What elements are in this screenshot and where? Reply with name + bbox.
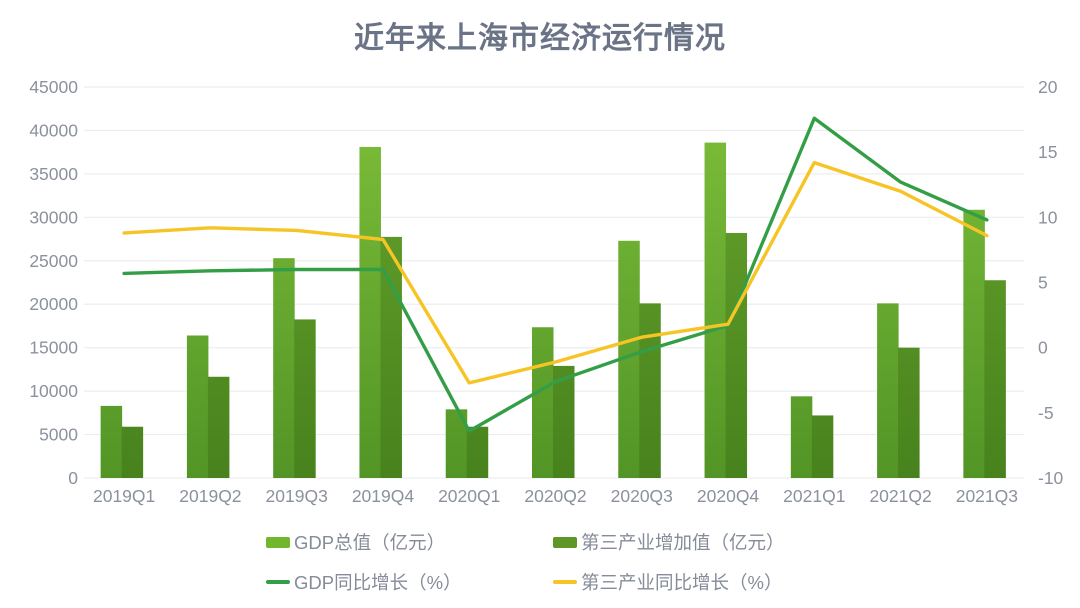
bar-tertiary-2020Q2 [553,365,575,478]
legend-label: GDP总值（亿元） [294,532,446,553]
right-axis-tick-label: 5 [1038,273,1048,293]
bar-gdp-total-2019Q3 [273,258,295,478]
left-axis-tick-label: 15000 [29,338,78,358]
legend-label: GDP同比增长（%） [294,572,462,593]
x-axis-label: 2020Q3 [611,486,673,506]
right-axis-tick-label: 0 [1038,338,1048,358]
legend-entry: 第三产业增加值（亿元） [553,530,785,554]
left-axis-tick-label: 20000 [29,294,78,314]
bar-gdp-total-2020Q1 [445,409,468,478]
bar-gdp-total-2021Q3 [963,209,985,479]
chart-svg: 0 5000 10000 15000 20000 25000 30000 35000 40000… [29,77,1064,506]
left-axis-tick-label: 25000 [29,251,78,271]
x-axis-label: 2021Q1 [783,486,845,506]
x-axis-label: 2020Q2 [524,486,586,506]
bar-gdp-total-2021Q1 [790,396,813,478]
bar-tertiary-2021Q1 [811,415,834,478]
legend-label: 第三产业同比增长（%） [581,572,783,593]
right-axis-tick-label: -10 [1038,468,1064,488]
legend-label: 第三产业增加值（亿元） [581,532,785,553]
bar-tertiary-2019Q2 [207,376,230,478]
legend-entry: 第三产业同比增长（%） [553,570,782,594]
x-axis-label: 2019Q4 [352,486,415,506]
bar-gdp-total-2019Q1 [100,405,123,478]
left-axis-tick-label: 30000 [29,207,78,227]
tertiary-growth-line [122,160,989,385]
bar-tertiary-2021Q2 [898,347,920,478]
legend-swatch-bar-icon [266,536,290,548]
left-axis-tick-label: 35000 [29,164,78,184]
bar-gdp-total-2019Q2 [186,335,209,478]
right-axis-tick-label: -5 [1038,403,1054,423]
bar-gdp-total-2021Q2 [877,303,899,478]
gdp-growth-line [122,116,989,433]
bar-tertiary-2020Q3 [639,303,661,478]
x-axis-label: 2020Q4 [697,486,760,506]
legend-swatch-line-icon [266,580,290,584]
left-axis-tick-label: 10000 [29,381,78,401]
right-axis-tick-label: 20 [1038,77,1058,97]
bar-gdp-total-2020Q2 [532,327,554,478]
legend-swatch-line-icon [553,580,577,584]
bar-tertiary-2019Q1 [121,426,144,478]
right-axis-tick-label: 10 [1038,207,1058,227]
x-axis-label: 2020Q1 [438,486,500,506]
legend-entry: GDP总值（亿元） [266,530,445,554]
bar-gdp-total-2020Q4 [704,142,727,478]
x-axis-label: 2021Q3 [956,486,1018,506]
bar-tertiary-2020Q1 [466,426,489,478]
left-axis-tick-label: 0 [68,468,78,488]
bar-tertiary-2019Q3 [294,319,316,478]
bar-gdp-total-2019Q4 [359,146,381,478]
bar-gdp-total-2020Q3 [618,240,640,478]
left-axis-tick-label: 5000 [39,425,78,445]
legend-swatch-bar-icon [553,536,577,548]
x-axis-label: 2021Q2 [869,486,931,506]
left-axis-tick-label: 40000 [29,120,78,140]
legend-entry: GDP同比增长（%） [266,570,462,594]
x-axis-label: 2019Q3 [266,486,328,506]
right-axis-tick-label: 15 [1038,142,1057,162]
bar-tertiary-2020Q4 [725,232,748,478]
bar-tertiary-2021Q3 [984,280,1006,478]
x-axis-label: 2019Q1 [93,486,155,506]
x-axis-label: 2019Q2 [179,486,241,506]
left-axis-tick-label: 45000 [29,77,78,97]
chart-title: 近年来上海市经济运行情况 [354,22,726,55]
